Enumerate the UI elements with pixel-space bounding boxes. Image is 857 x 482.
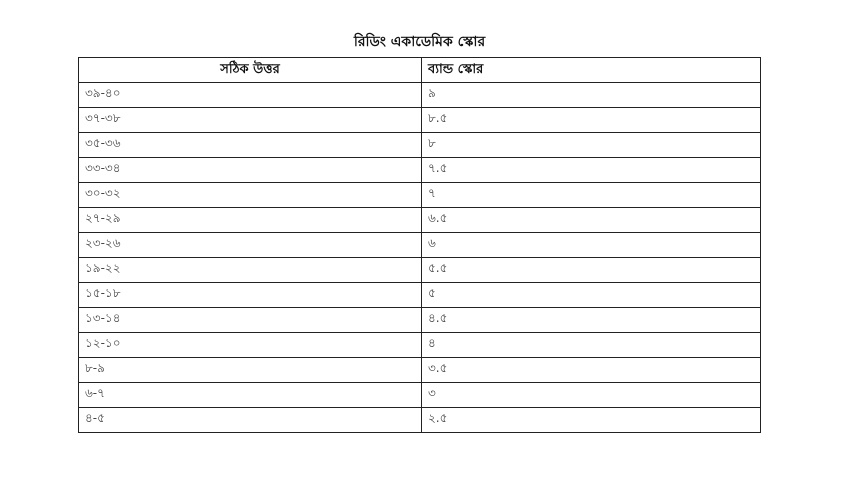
table-row: ৮-৯ ৩.৫ (78, 357, 761, 383)
score-table: সঠিক উত্তর ব্যান্ড স্কোর ৩৯-৪০ ৯ ৩৭-৩৮ ৮.৫ ৩… (78, 57, 761, 433)
header-correct-answers: সঠিক উত্তর (78, 57, 422, 83)
correct-answers-cell: ১৩-১৪ (78, 307, 422, 333)
table-row: ২৭-২৯ ৬.৫ (78, 207, 761, 233)
table-row: ৩৭-৩৮ ৮.৫ (78, 107, 761, 133)
band-score-cell: ৭ (421, 182, 761, 208)
table-title: রিডিং একাডেমিক স্কোর (353, 34, 486, 50)
correct-answers-cell: ১৫-১৮ (78, 282, 422, 308)
table-row: ৩৩-৩৪ ৭.৫ (78, 157, 761, 183)
correct-answers-cell: ২৩-২৬ (78, 232, 422, 258)
table-row: ৪-৫ ২.৫ (78, 407, 761, 433)
correct-answers-cell: ৪-৫ (78, 407, 422, 433)
band-score-cell: ৬ (421, 232, 761, 258)
correct-answers-cell: ৩৩-৩৪ (78, 157, 422, 183)
band-score-cell: ৯ (421, 82, 761, 108)
band-score-cell: ৪.৫ (421, 307, 761, 333)
correct-answers-cell: ৩৭-৩৮ (78, 107, 422, 133)
band-score-cell: ৭.৫ (421, 157, 761, 183)
correct-answers-cell: ৩৯-৪০ (78, 82, 422, 108)
table-row: ৩৫-৩৬ ৮ (78, 132, 761, 158)
band-score-cell: ৫ (421, 282, 761, 308)
band-score-cell: ৩ (421, 382, 761, 408)
table-row: ৩০-৩২ ৭ (78, 182, 761, 208)
table-row: ২৩-২৬ ৬ (78, 232, 761, 258)
correct-answers-cell: ৬-৭ (78, 382, 422, 408)
correct-answers-cell: ২৭-২৯ (78, 207, 422, 233)
header-row: সঠিক উত্তর ব্যান্ড স্কোর (78, 57, 761, 83)
correct-answers-cell: ১২-১০ (78, 332, 422, 358)
band-score-cell: ৫.৫ (421, 257, 761, 283)
table-row: ৩৯-৪০ ৯ (78, 82, 761, 108)
correct-answers-cell: ৩৫-৩৬ (78, 132, 422, 158)
table-row: ১২-১০ ৪ (78, 332, 761, 358)
correct-answers-cell: ১৯-২২ (78, 257, 422, 283)
band-score-cell: ৮ (421, 132, 761, 158)
band-score-cell: ৮.৫ (421, 107, 761, 133)
correct-answers-cell: ৩০-৩২ (78, 182, 422, 208)
table-row: ১৩-১৪ ৪.৫ (78, 307, 761, 333)
band-score-cell: ২.৫ (421, 407, 761, 433)
table-row: ১৫-১৮ ৫ (78, 282, 761, 308)
table-row: ৬-৭ ৩ (78, 382, 761, 408)
band-score-cell: ৬.৫ (421, 207, 761, 233)
table-row: ১৯-২২ ৫.৫ (78, 257, 761, 283)
band-score-cell: ৩.৫ (421, 357, 761, 383)
band-score-cell: ৪ (421, 332, 761, 358)
header-band-score: ব্যান্ড স্কোর (421, 57, 761, 83)
correct-answers-cell: ৮-৯ (78, 357, 422, 383)
